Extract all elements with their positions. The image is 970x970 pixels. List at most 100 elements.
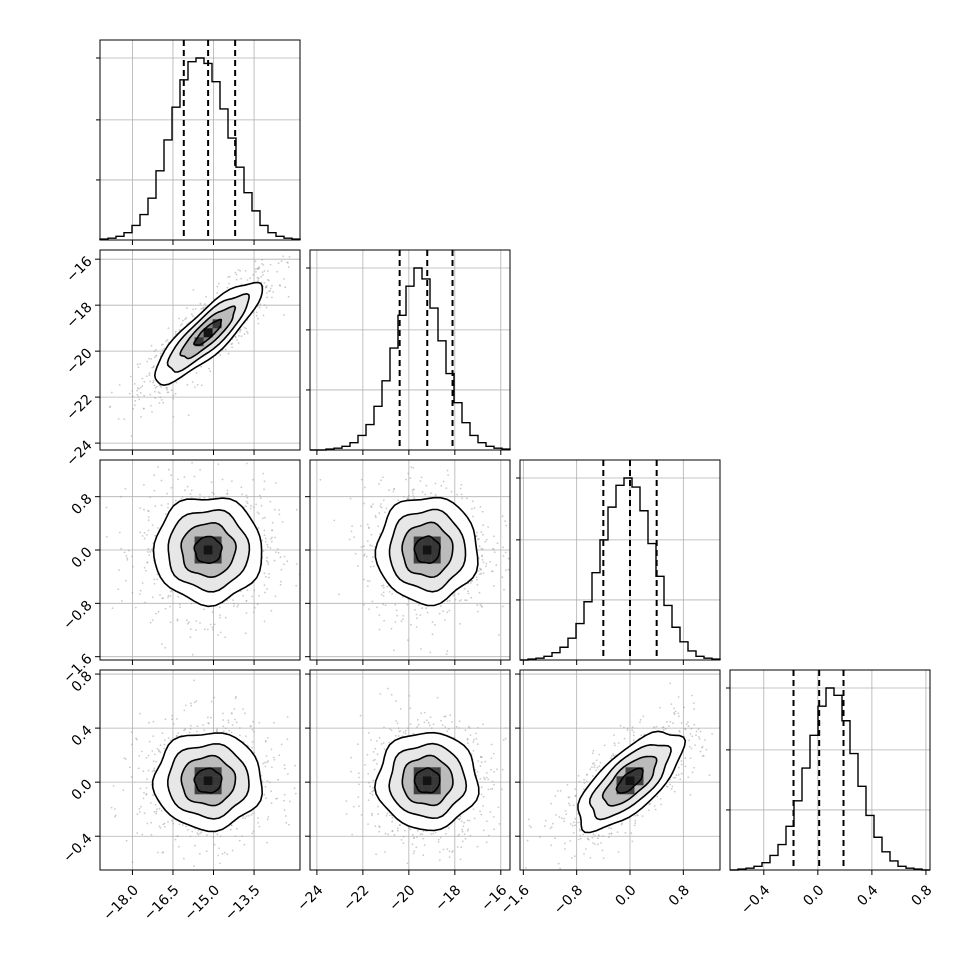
scatter-3-2-point [585,780,588,783]
scatter-2-1-point [438,612,441,615]
scatter-2-1-point [390,627,393,630]
scatter-3-0-point [294,872,296,874]
scatter-3-1-point [364,764,366,766]
scatter-3-2-point [634,822,637,824]
scatter-1-0-point [158,384,161,387]
scatter-2-1-point [482,533,484,536]
scatter-1-0-point [246,332,249,335]
scatter-2-1-point [363,502,366,505]
scatter-3-0-point [171,714,173,717]
scatter-3-0-point [221,853,224,855]
scatter-2-1-point [365,555,368,558]
scatter-3-0-point [263,793,266,796]
scatter-3-0-point [210,716,212,719]
scatter-1-0-point [153,356,156,359]
scatter-2-0-point [275,551,277,553]
scatter-3-0-point [191,830,194,833]
scatter-2-1-point [442,480,445,483]
scatter-3-0-point [135,737,137,740]
scatter-3-1-point [385,814,388,817]
hist-3-bars [730,687,930,871]
scatter-1-0-point [131,390,134,392]
scatter-3-0-point [161,732,164,734]
scatter-3-1-point [378,736,381,739]
scatter-3-0-point [189,702,192,705]
scatter-2-1-point [371,600,374,603]
scatter-2-1-point [478,557,480,560]
scatter-1-0-point [246,330,248,333]
scatter-1-0-point [267,279,270,282]
scatter-3-1-point [492,752,495,755]
scatter-2-0-point [260,504,263,507]
scatter-2-0-point [210,481,213,484]
scatter-2-1-point [480,605,483,607]
scatter-2-1-point [503,588,505,591]
scatter-3-0-point [142,770,145,772]
scatter-2-0-point [219,631,222,634]
scatter-3-0-point [222,712,224,715]
scatter-3-2-point [585,848,587,850]
scatter-1-0-point [158,402,161,404]
scatter-2-0-point [206,628,209,631]
scatter-2-0-point [141,535,144,537]
scatter-2-0-point [255,503,257,506]
scatter-2-0-point [164,607,167,610]
scatter-3-2-point [684,757,687,759]
scatter-2-0-point [138,593,141,595]
scatter-2-1-point [492,547,494,550]
scatter-1-0-point [133,404,136,407]
scatter-3-1-point [429,883,431,885]
scatter-1-0-point [142,407,145,410]
scatter-3-1-point [437,841,440,843]
scatter-3-2-point [680,763,683,766]
scatter-panel-3-0 [95,669,301,875]
scatter-2-0-point [246,502,249,504]
scatter-2-1-point [374,514,377,517]
scatter-1-0-point [162,343,164,346]
scatter-3-1-point [375,763,378,765]
scatter-2-0-point [139,589,142,592]
scatter-2-1-point [368,608,370,611]
scatter-2-1-point [412,467,415,469]
scatter-2-0-point [156,578,159,581]
scatter-3-2-point [574,817,577,820]
scatter-2-1-point [353,536,355,539]
scatter-2-0-point [169,621,172,624]
scatter-3-1-point [459,815,462,818]
scatter-3-0-point [206,834,208,837]
scatter-3-1-point [492,816,495,818]
scatter-1-0-point [263,304,266,306]
scatter-3-1-point [359,714,362,717]
scatter-2-1-point [388,489,390,492]
scatter-2-0-point [271,529,273,532]
scatter-2-0-point [207,495,210,498]
scatter-2-0-point [153,578,156,581]
scatter-2-1-point [484,540,487,543]
scatter-3-1-point [480,813,483,816]
scatter-2-1-point [348,538,351,541]
scatter-3-1-point [466,829,469,832]
scatter-1-0-point [256,276,259,279]
scatter-3-1-point [461,830,464,833]
scatter-3-1-point [372,759,375,762]
scatter-2-0-point [281,521,284,523]
scatter-2-1-point [421,607,423,609]
scatter-3-0-point [242,817,244,819]
scatter-2-0-core-cell [194,554,204,564]
scatter-1-0-point [234,336,237,339]
scatter-3-0-core-cell [194,776,204,786]
scatter-1-0-point [205,295,207,298]
scatter-2-1-point [412,495,414,497]
scatter-3-0-point [208,722,210,725]
scatter-1-0-point [134,399,137,402]
scatter-1-0-point [136,393,139,396]
scatter-2-0-point [283,555,286,558]
scatter-1-0-point [110,391,113,394]
scatter-2-1-point [446,650,449,653]
scatter-2-1-point [493,551,496,554]
scatter-3-2-point [630,832,633,835]
scatter-2-0-point [117,588,120,591]
scatter-3-1-point [378,825,380,828]
scatter-3-2-point [689,794,692,796]
scatter-2-1-point [363,545,365,548]
